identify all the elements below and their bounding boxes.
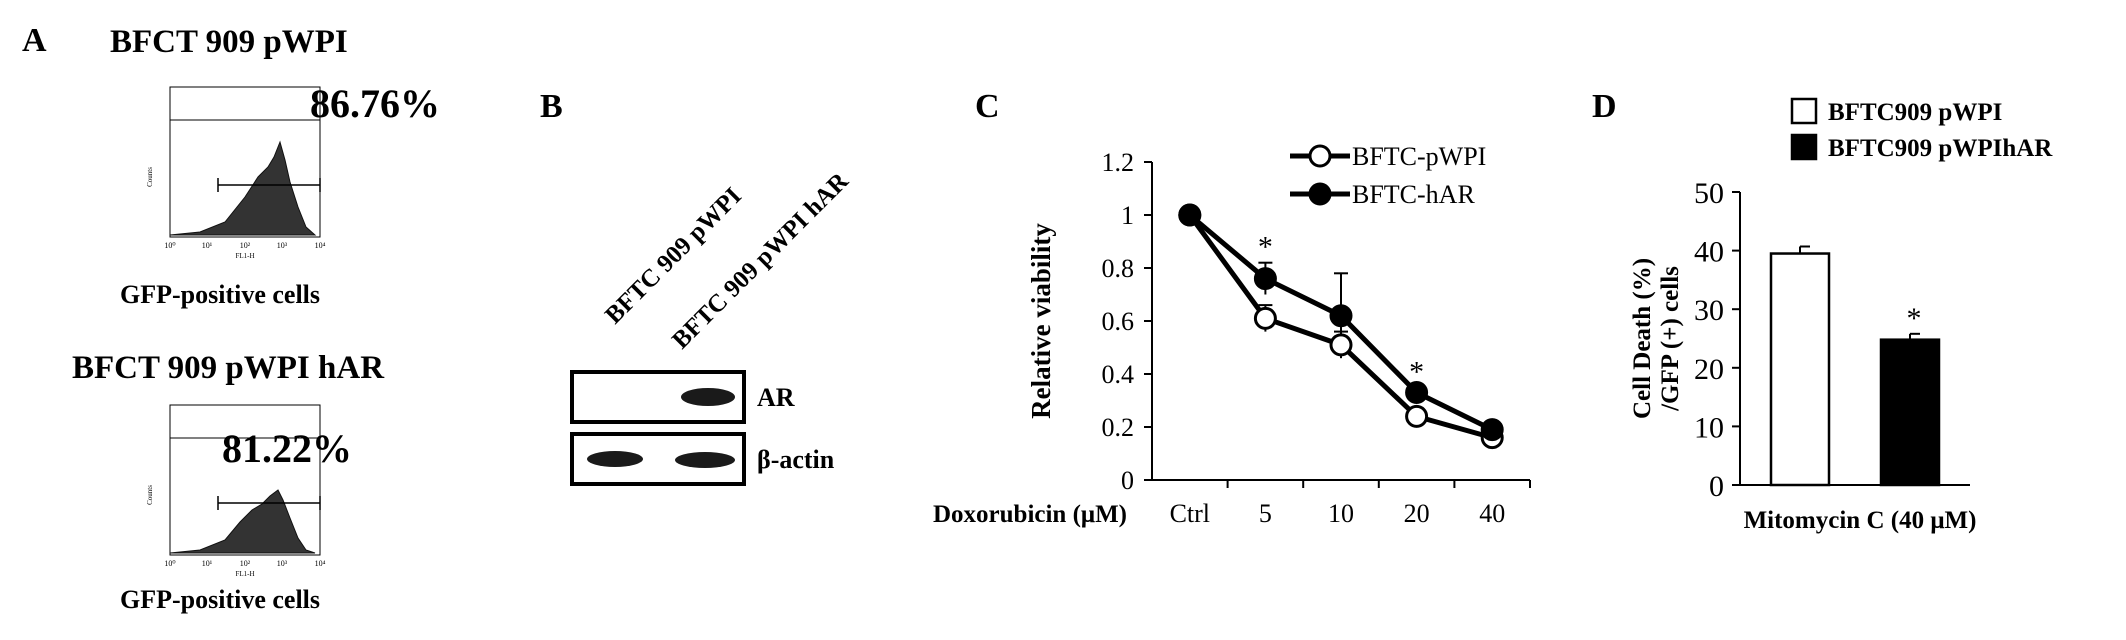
c-legend-marker	[1308, 182, 1332, 206]
actin-band-lane1	[587, 451, 643, 467]
panel-a-top-caption: GFP-positive cells	[120, 280, 321, 309]
c-x-tick-label: 20	[1404, 499, 1430, 528]
c-y-tick-label: 0.8	[1102, 254, 1135, 283]
c-point-1	[1178, 203, 1202, 227]
d-y-tick-label: 0	[1709, 470, 1724, 503]
svg-text:10²: 10²	[240, 559, 251, 568]
svg-text:Counts: Counts	[146, 485, 154, 505]
d-y-tick-label: 40	[1694, 236, 1724, 269]
c-point-1	[1405, 381, 1429, 405]
panel-a-top-percent: 86.76%	[310, 81, 440, 126]
c-y-tick-label: 0.6	[1102, 307, 1135, 336]
d-y-tick-label: 50	[1694, 177, 1724, 210]
svg-text:10⁴: 10⁴	[315, 241, 326, 250]
d-y-tick-label: 20	[1694, 353, 1724, 386]
svg-text:10³: 10³	[277, 559, 288, 568]
c-y-tick-label: 1.2	[1102, 148, 1135, 177]
d-legend-label-0: BFTC909 pWPI	[1828, 99, 2002, 126]
band-label-actin: β-actin	[757, 445, 835, 474]
histogram-bottom: Counts FL1-H 10⁰ 10¹ 10² 10³ 10⁴	[146, 404, 326, 578]
c-y-axis-label: Relative viability	[1026, 223, 1056, 419]
d-x-axis-label: Mitomycin C (40 μM)	[1744, 507, 1977, 534]
c-x-tick-label: Ctrl	[1170, 499, 1210, 528]
western-blot: BFTC 909 pWPI BFTC 909 pWPI hAR AR β-act…	[570, 167, 854, 486]
viability-line-chart: 0 0.2 0.4 0.6 0.8 1 1.2 Ctrl 5 10 20 40 Doxorubicin …	[933, 142, 1531, 528]
panel-a-bottom-percent: 81.22%	[222, 426, 352, 471]
svg-text:FL1-H: FL1-H	[235, 570, 254, 578]
c-y-tick-label: 0.2	[1102, 413, 1135, 442]
d-legend-label-1: BFTC909 pWPIhAR	[1828, 135, 2053, 162]
panel-a-letter: A	[22, 22, 47, 59]
histogram-bottom-distribution	[169, 489, 316, 554]
c-x-tick-label: 10	[1328, 499, 1354, 528]
d-significance-star: *	[1907, 302, 1922, 335]
svg-text:10⁰: 10⁰	[164, 241, 175, 250]
d-bar-1	[1879, 338, 1941, 487]
lane-label-2: BFTC 909 pWPI hAR	[667, 167, 854, 354]
d-bar-0	[1769, 252, 1831, 487]
svg-text:10²: 10²	[240, 241, 251, 250]
histogram-top: Counts FL1-H 10⁰ 10¹ 10² 10³ 10⁴	[146, 86, 326, 260]
c-point-1	[1329, 304, 1353, 328]
c-point-0	[1329, 333, 1353, 357]
histogram-top-ylabel: Counts	[146, 167, 154, 187]
d-y-tick-label: 30	[1694, 294, 1724, 327]
c-legend-label: BFTC-pWPI	[1352, 142, 1486, 171]
svg-text:10¹: 10¹	[202, 241, 213, 250]
c-x-tick-label: 40	[1479, 499, 1505, 528]
c-point-1	[1480, 418, 1504, 442]
band-label-ar: AR	[757, 383, 795, 412]
c-point-1	[1253, 267, 1277, 291]
svg-text:10⁰: 10⁰	[164, 559, 175, 568]
svg-text:10¹: 10¹	[202, 559, 213, 568]
panel-c-letter: C	[975, 88, 1000, 125]
ar-band-lane2	[681, 388, 735, 406]
cell-death-bar-chart: 0 10 20 30 40 50 * Mitomycin C (40 μM) Cell Deat…	[1629, 97, 2053, 534]
d-legend-swatch-0	[1790, 97, 1818, 125]
c-y-tick-label: 0	[1121, 466, 1134, 495]
c-x-tick-label: 5	[1259, 499, 1272, 528]
c-point-0	[1253, 306, 1277, 330]
panel-a-bottom-title: BFCT 909 pWPI hAR	[72, 350, 385, 386]
actin-band-lane2	[675, 452, 735, 468]
d-y-axis-label-line1: Cell Death (%)	[1629, 258, 1656, 419]
svg-text:10⁴: 10⁴	[315, 559, 326, 568]
histogram-top-xlabel: FL1-H	[235, 252, 254, 260]
panel-d-letter: D	[1592, 88, 1617, 125]
c-significance-star: *	[1409, 355, 1424, 388]
c-significance-star: *	[1258, 231, 1273, 264]
d-y-tick-label: 10	[1694, 411, 1724, 444]
c-point-0	[1405, 404, 1429, 428]
c-y-tick-label: 0.4	[1102, 360, 1135, 389]
histogram-top-distribution	[169, 140, 317, 236]
panel-a-bottom-caption: GFP-positive cells	[120, 585, 321, 614]
d-legend-swatch-1	[1790, 133, 1818, 161]
svg-text:10³: 10³	[277, 241, 288, 250]
panel-b-letter: B	[540, 88, 563, 125]
d-y-axis-label-line2: /GFP (+) cells	[1657, 266, 1684, 412]
c-legend-marker	[1308, 144, 1332, 168]
c-y-tick-label: 1	[1121, 201, 1134, 230]
c-x-axis-label: Doxorubicin (μM)	[933, 501, 1127, 528]
panel-a-top-title: BFCT 909 pWPI	[110, 24, 348, 60]
c-legend-label: BFTC-hAR	[1352, 180, 1475, 209]
